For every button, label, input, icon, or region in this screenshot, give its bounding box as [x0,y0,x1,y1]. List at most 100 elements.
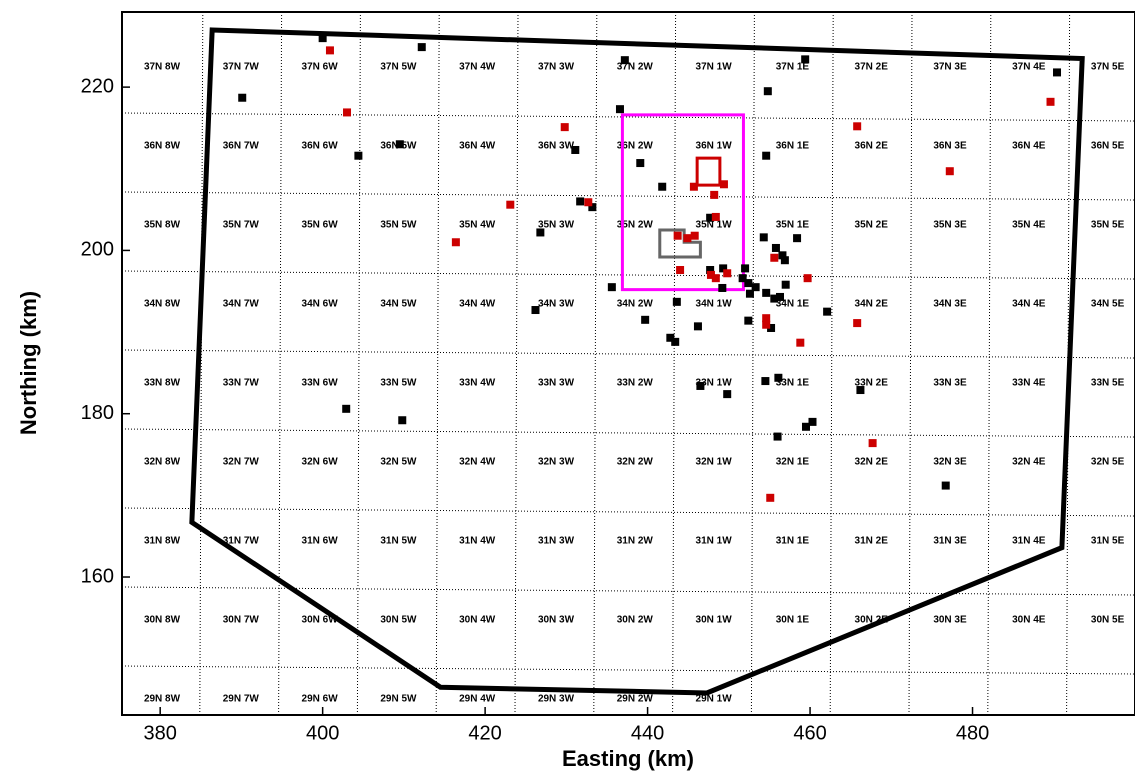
point [658,182,667,191]
township-label: 32N 1E [776,457,810,468]
township-line [987,12,992,715]
township-label: 29N 2W [617,694,654,705]
township-label: 30N 6W [302,615,339,626]
y-tick-label: 220 [81,75,114,97]
township-label: 36N 8W [144,141,181,152]
township-label: 30N 5E [1091,615,1125,626]
x-tick-label: 380 [143,722,176,744]
township-label: 31N 6W [302,536,339,547]
township-line [435,12,440,715]
point [672,297,681,306]
township-label: 29N 1W [696,694,733,705]
township-line [122,665,1135,675]
point [767,323,776,332]
township-label: 32N 6W [302,457,339,468]
y-tick-label: 180 [81,402,114,424]
township-label: 37N 5E [1091,62,1125,73]
township-label: 35N 6W [302,220,339,231]
point [706,213,715,222]
township-label: 31N 2W [617,536,654,547]
point [325,46,334,55]
point [342,404,351,413]
township-label: 30N 2E [855,615,889,626]
point [641,315,650,324]
point [763,87,772,96]
township-label: 36N 3E [933,141,967,152]
point [744,279,753,288]
township-label: 37N 3E [933,62,967,73]
point [744,316,753,325]
point [451,238,460,247]
point [666,333,675,342]
point [354,151,363,160]
township-label: 34N 5E [1091,299,1125,310]
township-label: 35N 7W [223,220,260,231]
township-label: 33N 2E [855,378,889,389]
township-label: 31N 5E [1091,536,1125,547]
township-label: 34N 1E [776,299,810,310]
point [762,314,771,323]
township-line [122,428,1135,438]
township-line [908,12,913,715]
township-label: 32N 4E [1012,457,1046,468]
township-label: 34N 6W [302,299,339,310]
point [576,197,585,206]
point [781,280,790,289]
point [796,338,805,347]
point [856,386,865,395]
township-line [122,112,1135,122]
plot-frame [121,11,1135,716]
township-line [122,270,1135,280]
point [759,233,768,242]
township-line [122,191,1135,201]
point [745,289,754,298]
township-label: 31N 3W [538,536,575,547]
x-tick-label: 480 [956,722,989,744]
point [506,200,515,209]
point [723,390,732,399]
point [683,234,692,243]
township-label: 35N 5W [380,220,417,231]
point [793,234,802,243]
township-label: 34N 5W [380,299,417,310]
township-label: 37N 3W [538,62,575,73]
township-label: 31N 5W [380,536,417,547]
township-label: 33N 7W [223,378,260,389]
township-label: 29N 4W [459,694,496,705]
point [719,180,728,189]
township-label: 29N 3W [538,694,575,705]
township-label: 32N 8W [144,457,181,468]
point [676,266,685,275]
point [741,264,750,273]
township-label: 37N 1E [776,62,810,73]
point [762,151,771,160]
township-label: 30N 3E [933,615,967,626]
point [690,231,699,240]
x-axis-title: Easting (km) [562,746,694,771]
township-label: 29N 7W [223,694,260,705]
point [689,182,698,191]
point [636,159,645,168]
township-label: 30N 1E [776,615,810,626]
township-label: 35N 4E [1012,220,1046,231]
point [673,231,682,240]
point [738,274,747,283]
point [941,481,950,490]
township-grid [122,12,1135,715]
township-label: 32N 2E [855,457,889,468]
township-label: 33N 5E [1091,378,1125,389]
township-label: 37N 2W [617,62,654,73]
point [853,122,862,131]
point [1053,68,1062,77]
township-label: 30N 5W [380,615,417,626]
township-label: 37N 5W [380,62,417,73]
plot-data [189,27,1085,696]
township-line [356,12,361,715]
township-label: 36N 1W [696,141,733,152]
township-label: 31N 4E [1012,536,1046,547]
township-label: 37N 2E [855,62,889,73]
township-label: 33N 1E [776,378,810,389]
township-label: 30N 8W [144,615,181,626]
point [823,307,832,316]
